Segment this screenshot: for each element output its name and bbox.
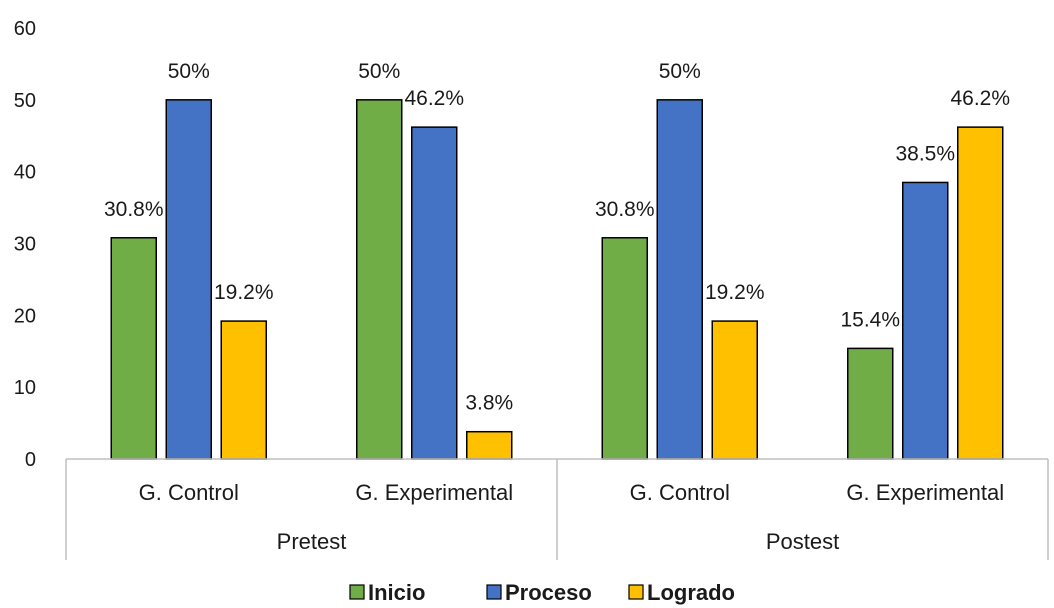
bar-logrado bbox=[957, 126, 1004, 460]
y-tick-label: 30 bbox=[14, 234, 36, 256]
bar-proceso bbox=[902, 181, 949, 460]
legend-label: Logrado bbox=[647, 580, 735, 605]
y-tick-label: 20 bbox=[14, 305, 36, 327]
category-label: G. Control bbox=[139, 480, 239, 505]
category-label: G. Experimental bbox=[355, 480, 513, 505]
bar-proceso bbox=[165, 99, 212, 460]
legend-swatch-inicio bbox=[349, 584, 365, 600]
y-tick-label: 60 bbox=[14, 18, 36, 40]
data-label: 3.8% bbox=[465, 392, 513, 415]
data-labels: 30.8%50%19.2%50%46.2%3.8%30.8%50%19.2%15… bbox=[104, 60, 1010, 415]
category-label: G. Experimental bbox=[846, 480, 1004, 505]
data-label: 50% bbox=[168, 60, 210, 83]
data-label: 38.5% bbox=[895, 142, 955, 165]
data-label: 15.4% bbox=[840, 308, 900, 331]
legend-swatch-logrado bbox=[628, 584, 644, 600]
x-axis bbox=[65, 458, 1049, 560]
bar-inicio bbox=[356, 99, 403, 460]
data-label: 30.8% bbox=[595, 198, 655, 221]
legend-label: Inicio bbox=[368, 580, 425, 605]
bar-proceso bbox=[411, 126, 458, 460]
data-label: 46.2% bbox=[950, 87, 1010, 110]
bar-logrado bbox=[466, 430, 513, 460]
legend-label: Proceso bbox=[505, 580, 592, 605]
category-labels: G. Control G. Experimental G. Control G. Ex… bbox=[139, 480, 1005, 505]
group-labels: Pretest Postest bbox=[277, 529, 840, 554]
y-tick-label: 50 bbox=[14, 90, 36, 112]
y-tick-label: 10 bbox=[14, 377, 36, 399]
bar-inicio bbox=[847, 347, 894, 460]
category-label: G. Control bbox=[630, 480, 730, 505]
legend-swatch-proceso bbox=[486, 584, 502, 600]
data-label: 50% bbox=[659, 60, 701, 83]
data-label: 46.2% bbox=[404, 87, 464, 110]
group-label: Postest bbox=[766, 529, 839, 554]
y-tick-label: 0 bbox=[25, 449, 36, 471]
bar-logrado bbox=[711, 320, 758, 460]
bars bbox=[110, 99, 1004, 460]
bar-logrado bbox=[220, 320, 267, 460]
bar-proceso bbox=[656, 99, 703, 460]
bar-inicio bbox=[110, 237, 157, 460]
data-label: 19.2% bbox=[705, 281, 765, 304]
legend: Inicio Proceso Logrado bbox=[349, 580, 735, 605]
bar-inicio bbox=[601, 237, 648, 460]
data-label: 50% bbox=[358, 60, 400, 83]
y-axis-ticks: 0 10 20 30 40 50 60 bbox=[14, 18, 36, 471]
data-label: 19.2% bbox=[214, 281, 274, 304]
data-label: 30.8% bbox=[104, 198, 164, 221]
group-label: Pretest bbox=[277, 529, 347, 554]
y-tick-label: 40 bbox=[14, 162, 36, 184]
